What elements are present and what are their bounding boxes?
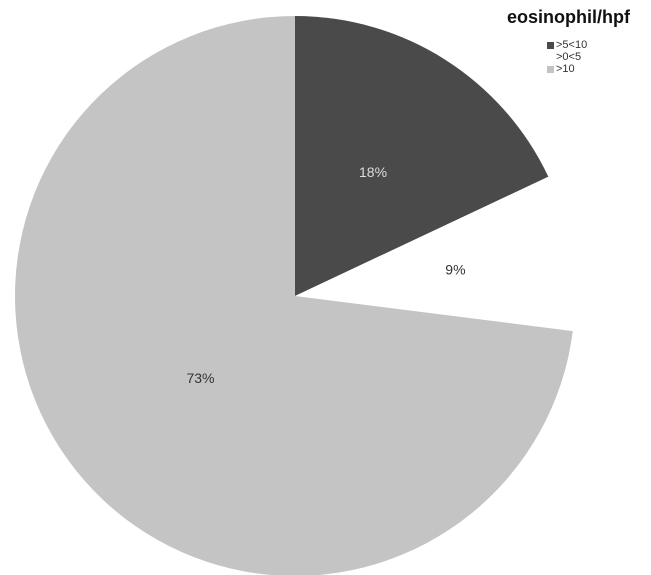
slice-label: 9% bbox=[445, 261, 465, 277]
pie-slice bbox=[15, 16, 573, 575]
legend-item: >10 bbox=[547, 63, 587, 75]
legend-title: eosinophil/hpf bbox=[507, 7, 630, 27]
legend-label: >0<5 bbox=[556, 51, 582, 63]
legend: >5<10 >0<5 >10 bbox=[547, 39, 587, 75]
slice-label: 73% bbox=[186, 370, 214, 386]
legend-label: >10 bbox=[556, 63, 575, 75]
pie-slice bbox=[295, 176, 575, 332]
legend-item: >0<5 bbox=[547, 51, 587, 63]
legend-swatch bbox=[547, 41, 554, 49]
slice-label: 18% bbox=[359, 164, 387, 180]
legend-label: >5<10 bbox=[556, 39, 588, 51]
legend-swatch bbox=[547, 53, 554, 61]
pie-slice bbox=[295, 16, 549, 296]
legend-swatch bbox=[547, 65, 554, 73]
legend-item: >5<10 bbox=[547, 39, 587, 51]
